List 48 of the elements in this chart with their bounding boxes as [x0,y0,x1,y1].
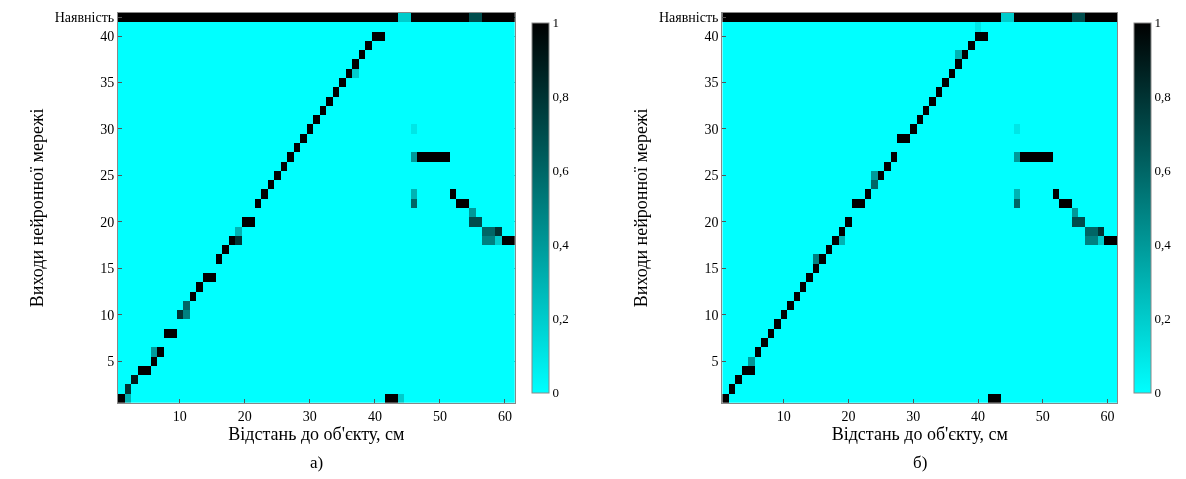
color-bar-label: 0,4 [552,237,570,253]
x-tick-label: 20 [841,408,856,424]
x-tick-label: 10 [172,408,187,424]
y-tick-label: 40 [704,29,719,45]
x-tick-label: 10 [776,408,791,424]
color-bar-label: 0,6 [1154,163,1172,179]
y-tick-label: 15 [704,261,719,277]
color-bar-label: 0,8 [1154,89,1171,105]
y-tick-label: Наявність [658,10,719,26]
color-bar-label: 0,2 [1154,311,1171,327]
x-tick-label: 30 [302,408,317,424]
color-bar-label: 0 [1154,385,1162,401]
x-tick-label: 50 [1035,408,1050,424]
text: б) [913,453,928,472]
color-bar-label: 1 [1154,15,1162,31]
x-tick-label: 50 [432,408,447,424]
color-bar-label: 0,8 [552,89,569,105]
x-tick-label: 60 [497,408,512,424]
x-axis-title: Відстань до об'єкту, см [228,423,405,444]
y-tick-label: 25 [704,168,719,184]
color-bar-label: 1 [552,15,560,31]
x-tick-label: 20 [237,408,252,424]
x-tick-label: 40 [367,408,382,424]
y-tick-label: 25 [100,168,115,184]
x-axis-title: Відстань до об'єкту, см [831,423,1008,444]
y-tick-label: 10 [100,307,115,323]
y-tick-label: 5 [711,353,719,369]
y-tick-label: 20 [704,214,719,230]
color-bar-label: 0,2 [552,311,569,327]
y-tick-label: 5 [107,353,115,369]
color-bar-label: 0 [552,385,560,401]
y-tick-label: 20 [100,214,115,230]
y-tick-label: 35 [704,75,719,91]
x-tick-label: 60 [1100,408,1115,424]
color-bar-label: 0,6 [552,163,570,179]
color-bar-label: 0,4 [1154,237,1172,253]
y-axis-title: Виходи нейронної мережі [631,108,652,308]
y-tick-label: 10 [704,307,719,323]
y-tick-label: 15 [100,261,115,277]
y-tick-label: 30 [100,121,115,137]
y-axis-title: Виходи нейронної мережі [26,108,47,308]
y-tick-label: 30 [704,121,719,137]
x-tick-label: 30 [906,408,921,424]
y-tick-label: 40 [100,29,115,45]
y-tick-label: Наявність [54,10,115,26]
x-tick-label: 40 [971,408,986,424]
text: а) [310,453,324,472]
y-tick-label: 35 [100,75,115,91]
